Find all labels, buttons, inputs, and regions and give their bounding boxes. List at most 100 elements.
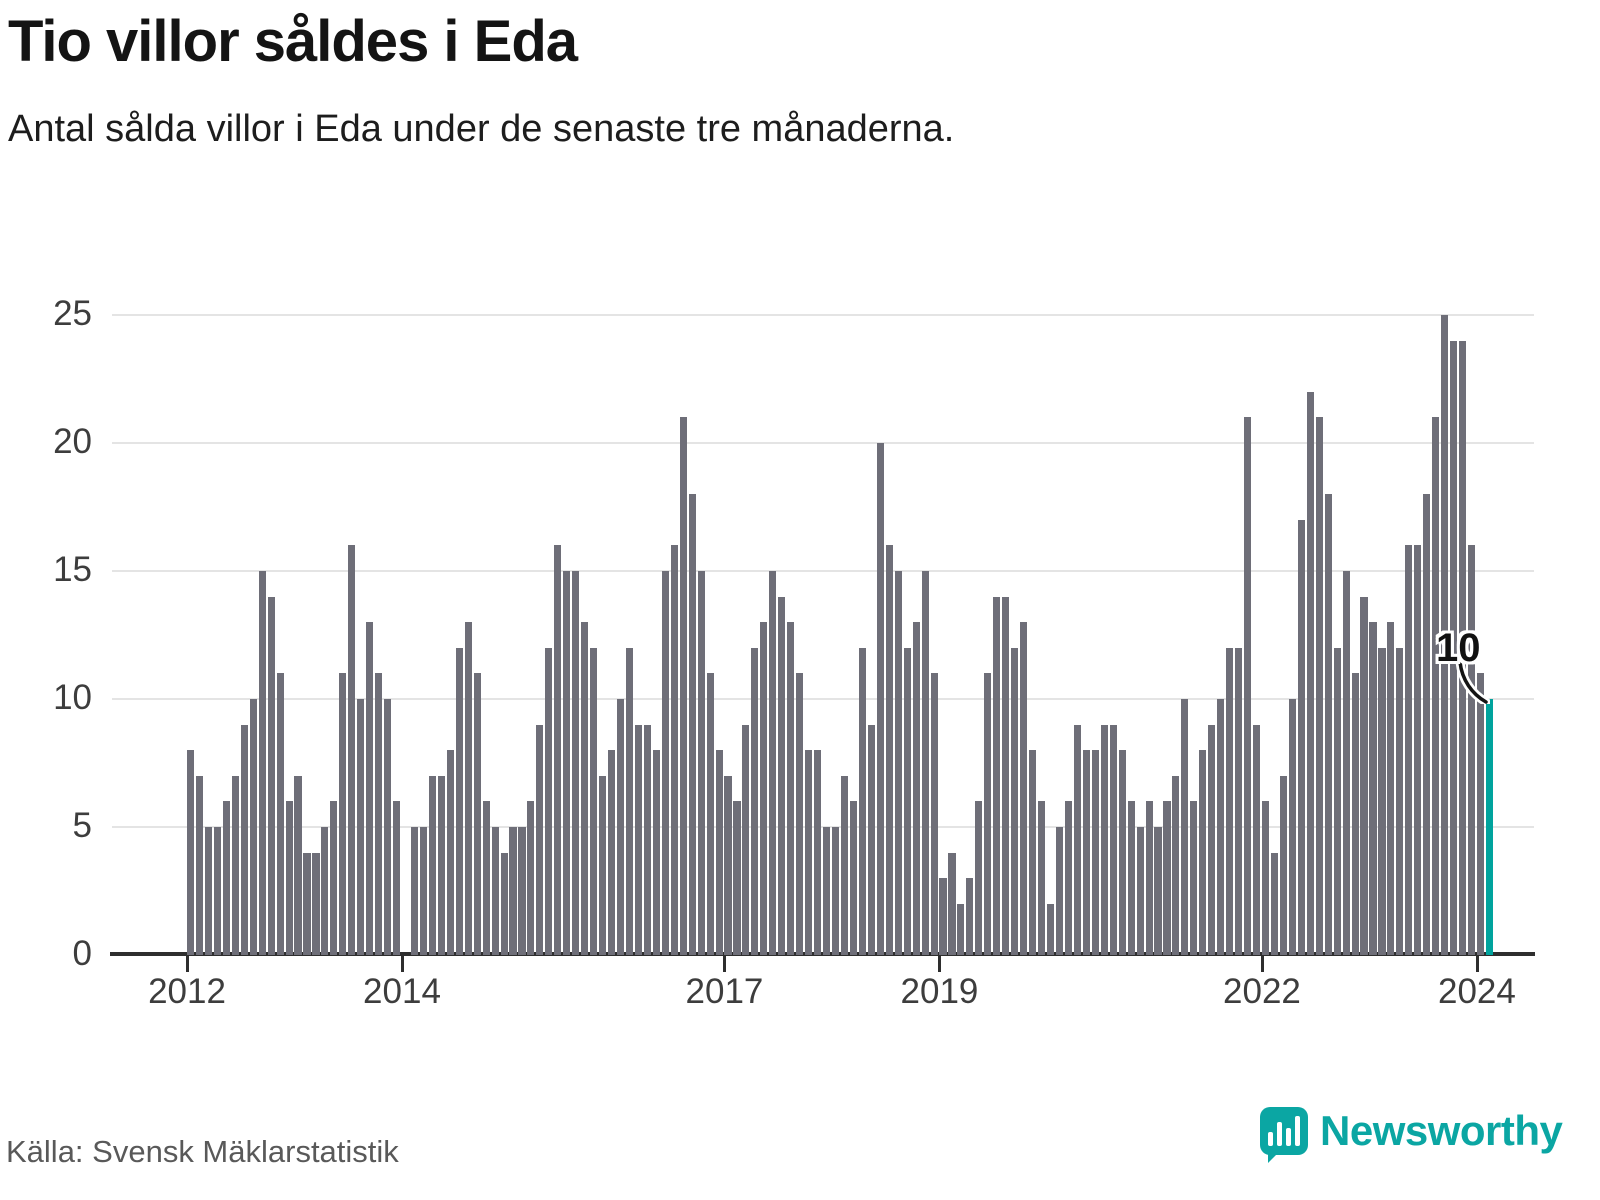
bar: [1038, 801, 1046, 955]
newsworthy-brand[interactable]: Newsworthy: [1260, 1106, 1563, 1163]
bar: [805, 750, 813, 955]
bar: [276, 673, 284, 955]
bar: [348, 545, 356, 955]
bar: [993, 596, 1001, 955]
y-tick-label-10: 10: [53, 678, 92, 717]
bar: [1369, 622, 1377, 955]
bar: [652, 750, 660, 955]
bar: [1082, 750, 1090, 955]
x-tick-2014: [400, 956, 404, 972]
bar: [1279, 775, 1287, 955]
y-tick-label-20: 20: [53, 422, 92, 461]
bar: [733, 801, 741, 955]
source-attribution: Källa: Svensk Mäklarstatistik: [6, 1134, 399, 1169]
bar: [357, 699, 365, 955]
bar: [1306, 391, 1314, 955]
bar: [1208, 724, 1216, 955]
bar: [903, 647, 911, 955]
bar: [1244, 417, 1252, 955]
bar: [518, 827, 526, 955]
bar: [1136, 827, 1144, 955]
bar: [563, 571, 571, 955]
bar: [1396, 647, 1404, 955]
bar: [724, 775, 732, 955]
bar: [446, 750, 454, 955]
bar: [1270, 852, 1278, 955]
bar: [590, 647, 598, 955]
bar: [634, 724, 642, 955]
bar: [849, 801, 857, 955]
bar: [670, 545, 678, 955]
newsworthy-logo-text: Newsworthy: [1320, 1107, 1563, 1154]
bar: [912, 622, 920, 955]
bar: [885, 545, 893, 955]
gridline-20: [112, 442, 1534, 444]
bar: [1154, 827, 1162, 955]
x-tick-2019: [938, 956, 942, 972]
bar: [751, 647, 759, 955]
bar: [840, 775, 849, 955]
bar: [823, 827, 831, 955]
bar: [195, 775, 204, 955]
bar: [240, 724, 248, 955]
chart-title: Tio villor såldes i Eda: [8, 9, 578, 74]
bar: [321, 827, 329, 955]
bar: [760, 622, 768, 955]
bar: [1360, 596, 1368, 955]
x-tick-2024: [1475, 956, 1479, 972]
bar: [894, 571, 902, 955]
y-tick-label-0: 0: [72, 934, 92, 973]
bar: [1127, 801, 1135, 955]
bar: [1055, 827, 1064, 955]
bar: [1109, 724, 1117, 955]
bar: [482, 801, 490, 955]
bar: [1190, 801, 1198, 955]
bar: [339, 673, 347, 955]
bar: [1145, 801, 1153, 955]
bar: [1432, 417, 1440, 955]
bar: [957, 903, 965, 955]
bar: [509, 827, 517, 955]
bar: [1253, 724, 1261, 955]
bar: [1414, 545, 1422, 955]
bar: [554, 545, 562, 955]
x-tick-2017: [723, 956, 727, 972]
gridline-5: [112, 826, 1534, 828]
chart-subtitle: Antal sålda villor i Eda under de senast…: [8, 108, 955, 150]
bar: [1342, 571, 1350, 955]
bar: [706, 673, 714, 955]
bar: [1459, 340, 1467, 955]
bar: [437, 775, 445, 955]
bar: [1450, 340, 1458, 955]
bar: [1002, 596, 1010, 955]
bar: [366, 622, 374, 955]
bar: [545, 647, 553, 955]
x-tick-2022: [1260, 956, 1264, 972]
y-tick-label-5: 5: [72, 806, 92, 845]
bar: [1261, 801, 1270, 955]
bar: [769, 571, 777, 955]
bar: [410, 827, 419, 955]
bar: [921, 571, 929, 955]
bar: [1467, 545, 1476, 955]
bar: [867, 724, 875, 955]
bar: [536, 724, 544, 955]
bar: [778, 596, 786, 955]
x-tick-label-2024: 2024: [1438, 972, 1516, 1011]
bar: [661, 571, 669, 955]
x-tick-label-2019: 2019: [900, 972, 979, 1011]
bar: [616, 699, 625, 955]
bar: [455, 647, 463, 955]
bar: [796, 673, 804, 955]
bar: [876, 443, 884, 955]
bar: [384, 699, 392, 955]
newsworthy-logo-icon: [1260, 1107, 1308, 1163]
bar: [688, 494, 696, 955]
bar: [939, 878, 947, 955]
bar: [948, 852, 956, 955]
bar: [204, 827, 212, 955]
bar: [1199, 750, 1207, 955]
x-tick-2012: [186, 956, 189, 972]
bar: [930, 673, 938, 955]
bar: [1011, 647, 1019, 955]
